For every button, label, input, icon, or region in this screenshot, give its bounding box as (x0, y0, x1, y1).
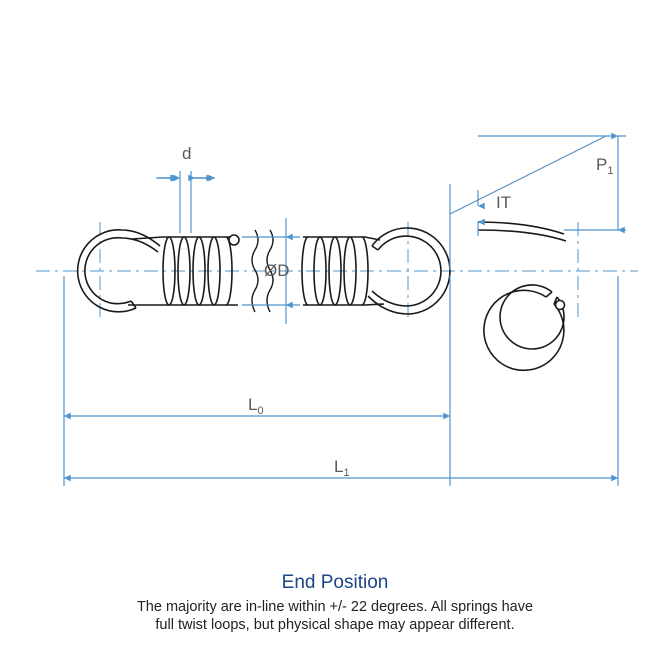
label-L0: L0 (248, 395, 264, 417)
label-d: d (182, 144, 191, 163)
label-IT: IT (496, 193, 511, 212)
dim-d (156, 171, 215, 233)
dim-IT (450, 136, 606, 270)
caption-body: The majority are in-line within +/- 22 d… (8, 598, 662, 634)
label-L1: L1 (334, 457, 350, 479)
diagram-container: d ØD L0 L1 P1 IT End (8, 8, 662, 662)
label-D: ØD (264, 261, 290, 280)
end-view (478, 222, 566, 370)
label-P1: P1 (596, 155, 613, 177)
ext-lines (64, 276, 618, 486)
caption-line1: The majority are in-line within +/- 22 d… (137, 599, 533, 615)
caption-line2: full twist loops, but physical shape may… (155, 617, 514, 633)
dim-P1 (478, 136, 626, 230)
coil-block-left (163, 235, 239, 305)
spring-drawing: d ØD L0 L1 P1 IT (8, 8, 662, 548)
caption-title: End Position (8, 572, 662, 594)
